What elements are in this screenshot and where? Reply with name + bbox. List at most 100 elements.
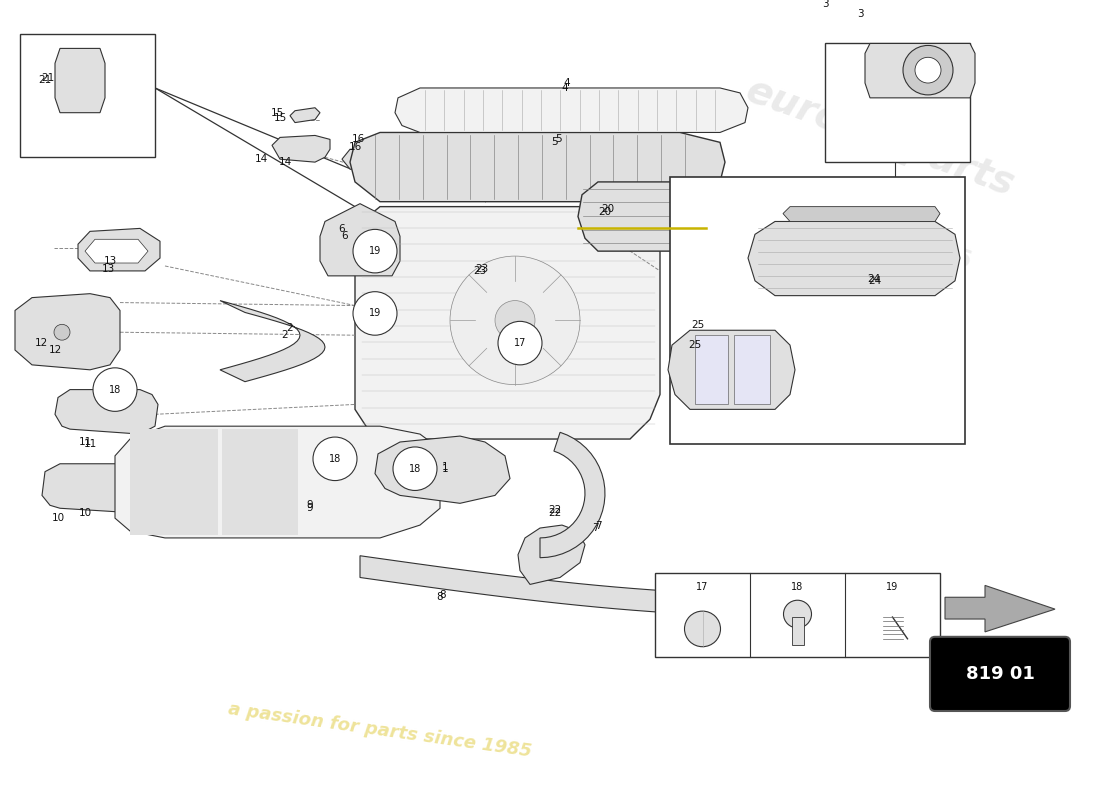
Polygon shape: [668, 330, 795, 410]
Text: 25: 25: [689, 340, 702, 350]
Polygon shape: [350, 133, 725, 202]
Text: a passion for parts since 1985: a passion for parts since 1985: [227, 701, 532, 761]
Text: 24: 24: [867, 274, 880, 284]
Polygon shape: [42, 464, 162, 514]
Text: 11: 11: [78, 437, 91, 447]
Polygon shape: [85, 239, 148, 263]
Text: 23: 23: [473, 266, 486, 276]
Text: 23: 23: [475, 264, 488, 274]
Text: 10: 10: [78, 508, 91, 518]
Text: 18: 18: [409, 464, 421, 474]
Text: 4: 4: [562, 83, 569, 93]
Text: 9: 9: [307, 503, 314, 514]
Text: 20: 20: [598, 206, 612, 217]
Circle shape: [684, 611, 721, 646]
Text: 25: 25: [692, 320, 705, 330]
Text: 12: 12: [48, 345, 62, 355]
Polygon shape: [518, 525, 585, 585]
Text: 15: 15: [271, 108, 284, 118]
Text: 9: 9: [307, 500, 314, 510]
Polygon shape: [360, 556, 888, 617]
Text: 5: 5: [552, 138, 559, 147]
Text: 8: 8: [440, 590, 447, 600]
Polygon shape: [116, 426, 440, 538]
Text: 6: 6: [339, 224, 345, 234]
Text: 17: 17: [696, 582, 708, 592]
Bar: [825, 43, 970, 162]
Text: 3: 3: [822, 0, 828, 9]
Text: 7: 7: [595, 521, 602, 531]
Polygon shape: [222, 429, 298, 535]
Text: since 1985: since 1985: [825, 199, 976, 274]
Text: 18: 18: [329, 454, 341, 464]
Polygon shape: [15, 294, 120, 370]
Polygon shape: [220, 301, 324, 382]
Text: 3: 3: [857, 9, 864, 18]
Text: 7: 7: [592, 523, 598, 533]
Text: 20: 20: [602, 204, 615, 214]
Text: 4: 4: [563, 78, 570, 88]
Text: 11: 11: [84, 439, 97, 449]
Polygon shape: [734, 335, 770, 405]
Text: eurocarparts: eurocarparts: [740, 71, 1020, 204]
Text: 22: 22: [549, 506, 562, 515]
Text: 16: 16: [351, 134, 364, 144]
Polygon shape: [55, 49, 104, 113]
Text: 17: 17: [514, 338, 526, 348]
Polygon shape: [578, 182, 705, 251]
Text: 22: 22: [549, 508, 562, 518]
Polygon shape: [375, 436, 510, 503]
Text: 2: 2: [287, 323, 294, 334]
Circle shape: [783, 600, 812, 628]
Polygon shape: [272, 135, 330, 162]
Text: 13: 13: [101, 264, 114, 274]
Polygon shape: [290, 108, 320, 122]
Circle shape: [314, 437, 358, 481]
Text: 18: 18: [791, 582, 804, 592]
Polygon shape: [320, 204, 400, 276]
Bar: [20, 34, 155, 157]
Text: 2: 2: [282, 330, 288, 340]
Text: 18: 18: [109, 385, 121, 394]
Circle shape: [495, 301, 535, 340]
Text: 12: 12: [35, 338, 48, 348]
FancyBboxPatch shape: [930, 637, 1070, 711]
Bar: [792, 617, 803, 645]
Text: 14: 14: [278, 157, 292, 167]
Polygon shape: [395, 88, 748, 133]
Circle shape: [54, 324, 70, 340]
Text: 21: 21: [42, 73, 55, 83]
Text: 19: 19: [368, 246, 381, 256]
Polygon shape: [695, 335, 728, 405]
Text: 13: 13: [103, 256, 117, 266]
Polygon shape: [78, 228, 160, 271]
Text: 14: 14: [255, 154, 268, 164]
Circle shape: [94, 368, 138, 411]
Text: 1: 1: [442, 464, 449, 474]
Polygon shape: [945, 586, 1055, 632]
Text: 5: 5: [554, 134, 561, 144]
Text: 19: 19: [887, 582, 899, 592]
Text: 15: 15: [274, 113, 287, 122]
Text: 19: 19: [368, 309, 381, 318]
Text: 24: 24: [868, 276, 881, 286]
Circle shape: [393, 447, 437, 490]
Text: 10: 10: [52, 513, 65, 523]
Polygon shape: [540, 432, 605, 558]
Bar: [654, 573, 940, 657]
Text: 1: 1: [442, 462, 449, 472]
Polygon shape: [748, 222, 960, 296]
Circle shape: [498, 322, 542, 365]
Text: 6: 6: [342, 231, 349, 242]
Polygon shape: [355, 206, 660, 439]
Polygon shape: [783, 206, 940, 222]
Polygon shape: [865, 43, 975, 98]
Circle shape: [903, 46, 953, 95]
Polygon shape: [55, 390, 158, 434]
Text: 16: 16: [349, 142, 362, 152]
Circle shape: [353, 230, 397, 273]
Text: 8: 8: [437, 592, 443, 602]
Circle shape: [915, 58, 940, 83]
Bar: [670, 177, 965, 444]
Polygon shape: [130, 429, 218, 535]
